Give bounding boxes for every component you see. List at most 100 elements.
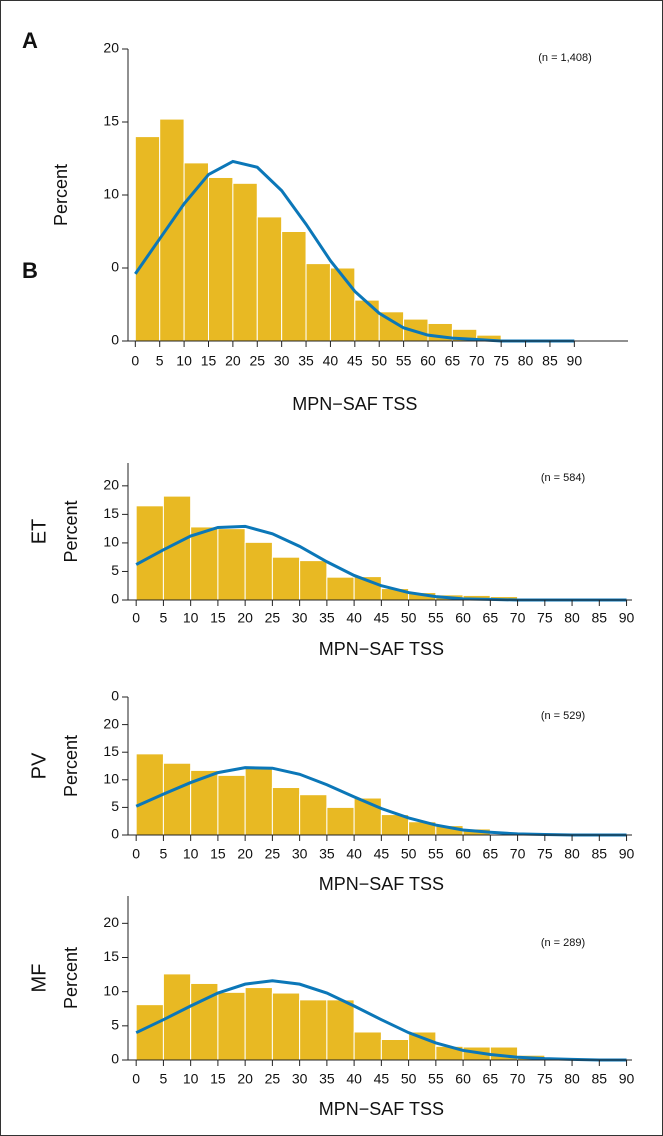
fit-curve xyxy=(135,979,627,1062)
x-tick-label: 50 xyxy=(401,846,417,862)
x-axis-label: MPN−SAF TSS xyxy=(292,394,417,414)
x-tick-label: 25 xyxy=(265,1071,281,1087)
x-tick-label: 40 xyxy=(346,610,362,626)
y-tick-label: 20 xyxy=(103,914,119,930)
x-tick-label: 35 xyxy=(319,610,335,626)
x-tick-label: 5 xyxy=(160,846,168,862)
bar xyxy=(305,263,331,342)
x-tick-label: 90 xyxy=(567,353,583,369)
x-tick-label: 0 xyxy=(132,1071,140,1087)
bar xyxy=(299,999,328,1061)
x-tick-label: 60 xyxy=(455,846,471,862)
y-axis-label: Percent xyxy=(61,947,81,1009)
x-tick-label: 15 xyxy=(210,846,226,862)
bar xyxy=(326,576,355,601)
y-tick-label: 15 xyxy=(103,113,119,129)
x-tick-label: 20 xyxy=(237,1071,253,1087)
bar xyxy=(135,1004,164,1061)
x-tick-label: 90 xyxy=(619,610,635,626)
x-tick-label: 25 xyxy=(249,353,265,369)
x-tick-label: 10 xyxy=(183,846,199,862)
x-tick-label: 30 xyxy=(292,1071,308,1087)
bar xyxy=(353,1031,382,1061)
x-tick-label: 55 xyxy=(396,353,412,369)
bar xyxy=(183,162,209,342)
bar xyxy=(159,118,185,342)
x-tick-label: 50 xyxy=(371,353,387,369)
bar xyxy=(244,541,273,601)
y-tick-label: 15 xyxy=(103,505,119,521)
annotation: (n = 529) xyxy=(541,710,585,722)
x-axis-label: MPN−SAF TSS xyxy=(319,1099,444,1119)
x-tick-label: 85 xyxy=(592,1071,608,1087)
y-tick-label: 0 xyxy=(111,826,119,842)
x-tick-label: 80 xyxy=(564,1071,580,1087)
y-tick-label: 0 xyxy=(111,1051,119,1067)
x-tick-label: 85 xyxy=(592,610,608,626)
bar xyxy=(271,787,301,836)
bar xyxy=(281,231,307,342)
group-label: PV xyxy=(28,752,50,779)
x-tick-label: 15 xyxy=(210,610,226,626)
x-tick-label: 70 xyxy=(510,1071,526,1087)
y-tick-label: 10 xyxy=(103,186,119,202)
bar xyxy=(232,182,258,342)
bar xyxy=(190,526,219,601)
x-tick-label: 15 xyxy=(201,353,217,369)
y-tick-label: 10 xyxy=(103,771,119,787)
x-tick-label: 40 xyxy=(323,353,339,369)
x-tick-label: 55 xyxy=(428,846,444,862)
x-tick-label: 90 xyxy=(619,1071,635,1087)
bar xyxy=(299,794,328,836)
x-tick-label: 40 xyxy=(346,1071,362,1087)
x-tick-label: 75 xyxy=(537,846,553,862)
y-tick-label: 5 xyxy=(111,1017,119,1033)
bar xyxy=(408,1031,437,1061)
y-tick-label: 0 xyxy=(111,591,119,607)
x-tick-label: 60 xyxy=(420,353,436,369)
x-tick-label: 30 xyxy=(292,846,308,862)
x-tick-label: 20 xyxy=(225,353,241,369)
x-tick-label: 75 xyxy=(537,1071,553,1087)
x-tick-label: 0 xyxy=(131,353,139,369)
bar xyxy=(244,767,273,836)
annotation: (n = 584) xyxy=(541,472,585,484)
x-tick-label: 65 xyxy=(483,846,499,862)
x-tick-label: 10 xyxy=(183,1071,199,1087)
x-tick-label: 65 xyxy=(483,1071,499,1087)
bar xyxy=(217,991,246,1061)
y-tick-label: 20 xyxy=(103,477,119,493)
x-tick-label: 70 xyxy=(510,610,526,626)
panel-letter: B xyxy=(22,258,38,283)
x-tick-label: 10 xyxy=(183,610,199,626)
x-tick-label: 45 xyxy=(374,846,390,862)
bar xyxy=(380,1039,410,1061)
x-axis-label: MPN−SAF TSS xyxy=(319,874,444,894)
x-tick-label: 40 xyxy=(346,846,362,862)
y-axis-label: Percent xyxy=(51,164,71,226)
y-tick-label: 20 xyxy=(103,715,119,731)
x-tick-label: 90 xyxy=(619,846,635,862)
x-tick-label: 35 xyxy=(298,353,314,369)
x-tick-label: 5 xyxy=(156,353,164,369)
x-tick-label: 45 xyxy=(374,1071,390,1087)
bar xyxy=(244,987,273,1061)
x-tick-label: 60 xyxy=(455,1071,471,1087)
x-tick-label: 85 xyxy=(542,353,558,369)
x-tick-label: 25 xyxy=(265,610,281,626)
x-tick-label: 80 xyxy=(564,610,580,626)
x-tick-label: 20 xyxy=(237,610,253,626)
annotation: (n = 1,408) xyxy=(538,52,592,64)
x-tick-label: 75 xyxy=(493,353,509,369)
x-tick-label: 55 xyxy=(428,610,444,626)
x-tick-label: 10 xyxy=(176,353,192,369)
bar xyxy=(217,774,246,836)
bar xyxy=(271,556,301,601)
y-tick-label: 0 xyxy=(111,332,119,348)
x-tick-label: 55 xyxy=(428,1071,444,1087)
x-tick-label: 45 xyxy=(347,353,363,369)
x-tick-label: 65 xyxy=(483,610,499,626)
x-tick-label: 60 xyxy=(455,610,471,626)
